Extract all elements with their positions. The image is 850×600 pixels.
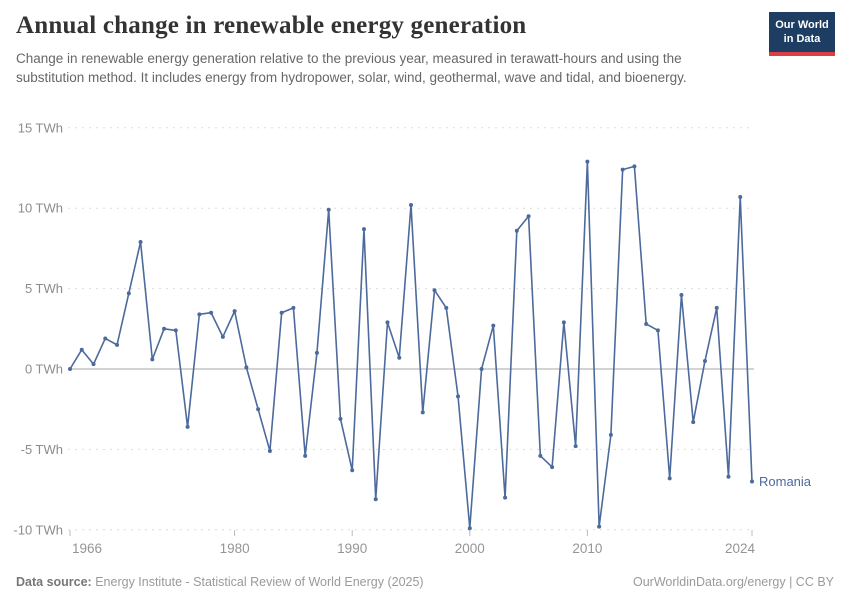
- data-point[interactable]: [432, 288, 437, 293]
- data-point[interactable]: [632, 164, 637, 169]
- data-point[interactable]: [667, 476, 672, 481]
- owid-logo-line2: in Data: [783, 33, 821, 46]
- chart-footer: Data source: Energy Institute - Statisti…: [16, 575, 834, 589]
- data-point[interactable]: [503, 495, 508, 500]
- data-point[interactable]: [338, 416, 343, 421]
- data-point[interactable]: [173, 328, 178, 333]
- data-point[interactable]: [150, 357, 155, 362]
- data-point[interactable]: [456, 394, 461, 399]
- y-tick-label: 15 TWh: [18, 120, 63, 135]
- data-point[interactable]: [291, 305, 296, 310]
- data-point[interactable]: [738, 194, 743, 199]
- data-point[interactable]: [467, 526, 472, 531]
- data-point[interactable]: [126, 291, 131, 296]
- data-point[interactable]: [561, 320, 566, 325]
- data-point[interactable]: [526, 214, 531, 219]
- data-point[interactable]: [514, 228, 519, 233]
- data-point[interactable]: [185, 424, 190, 429]
- owid-logo[interactable]: Our World in Data: [769, 12, 835, 56]
- data-point[interactable]: [197, 312, 202, 317]
- data-source-label: Data source:: [16, 575, 92, 589]
- y-tick-label: 0 TWh: [25, 362, 63, 377]
- data-point[interactable]: [655, 328, 660, 333]
- data-point[interactable]: [409, 202, 413, 207]
- x-tick-label: 1990: [337, 541, 367, 556]
- series-line: [69, 160, 753, 529]
- data-point[interactable]: [373, 497, 378, 502]
- data-point[interactable]: [138, 239, 143, 244]
- data-point[interactable]: [644, 321, 649, 326]
- data-point[interactable]: [479, 367, 484, 371]
- data-point[interactable]: [573, 444, 578, 449]
- data-point[interactable]: [244, 365, 249, 370]
- data-point[interactable]: [162, 326, 167, 331]
- data-point[interactable]: [444, 305, 449, 310]
- data-point[interactable]: [314, 350, 319, 355]
- data-point[interactable]: [91, 362, 96, 367]
- owid-logo-line1: Our World: [775, 19, 829, 31]
- x-tick-label: 2010: [572, 541, 602, 556]
- data-point[interactable]: [491, 323, 496, 328]
- data-point[interactable]: [350, 468, 355, 473]
- x-tick-label: 1966: [72, 541, 102, 556]
- data-point[interactable]: [420, 410, 425, 415]
- x-tick-label: 1980: [220, 541, 250, 556]
- data-point[interactable]: [279, 310, 284, 315]
- data-point[interactable]: [256, 407, 261, 412]
- data-point[interactable]: [303, 453, 308, 458]
- data-source-text: Energy Institute - Statistical Review of…: [91, 575, 424, 589]
- x-tick-label: 2024: [725, 541, 756, 556]
- data-point[interactable]: [103, 336, 108, 341]
- y-tick-label: 10 TWh: [18, 201, 63, 216]
- data-point[interactable]: [220, 334, 225, 339]
- data-point[interactable]: [361, 227, 366, 232]
- owid-link[interactable]: OurWorldinData.org/energy | CC BY: [632, 575, 834, 589]
- data-point[interactable]: [326, 207, 331, 212]
- chart-subtitle: Change in renewable energy generation re…: [16, 51, 687, 86]
- data-point[interactable]: [726, 474, 731, 479]
- data-point[interactable]: [209, 310, 214, 315]
- data-point[interactable]: [750, 479, 754, 484]
- data-point[interactable]: [608, 432, 613, 437]
- data-point[interactable]: [538, 453, 543, 458]
- data-point[interactable]: [79, 347, 84, 352]
- data-point[interactable]: [68, 367, 72, 371]
- data-point[interactable]: [702, 358, 707, 363]
- y-tick-label: -5 TWh: [21, 442, 63, 457]
- data-point[interactable]: [550, 465, 555, 470]
- y-tick-label: 5 TWh: [25, 281, 63, 296]
- data-point[interactable]: [115, 342, 120, 347]
- data-point[interactable]: [679, 293, 684, 298]
- series-end-label: Romania: [759, 474, 812, 489]
- y-tick-label: -10 TWh: [13, 522, 63, 537]
- data-point[interactable]: [714, 305, 719, 310]
- data-source: Data source: Energy Institute - Statisti…: [16, 575, 424, 589]
- page-title: Annual change in renewable energy genera…: [16, 12, 527, 39]
- x-tick-label: 2000: [455, 541, 485, 556]
- data-point[interactable]: [385, 320, 390, 325]
- data-point[interactable]: [397, 355, 402, 360]
- data-point[interactable]: [267, 449, 272, 454]
- data-point[interactable]: [620, 167, 625, 172]
- data-point[interactable]: [597, 524, 602, 529]
- data-point[interactable]: [585, 159, 590, 164]
- chart-header: Annual change in renewable energy genera…: [16, 12, 750, 87]
- data-point[interactable]: [232, 309, 237, 314]
- data-point[interactable]: [691, 420, 696, 425]
